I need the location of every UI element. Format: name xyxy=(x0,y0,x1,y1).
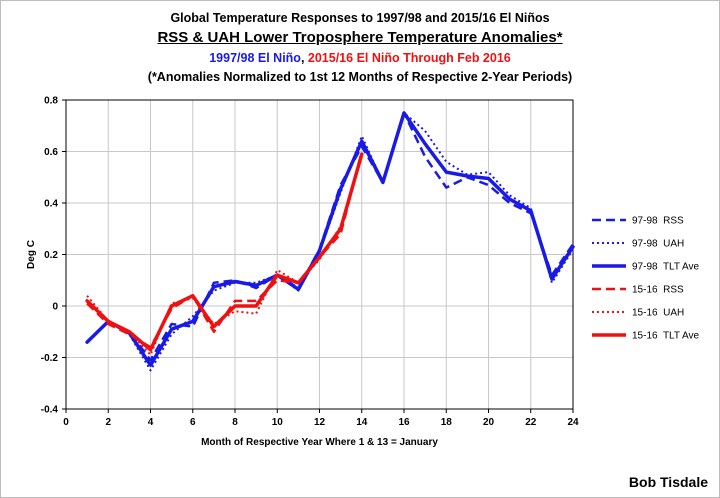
chart-footnote: (*Anomalies Normalized to 1st 12 Months … xyxy=(147,70,573,84)
y-tick-label: -0.4 xyxy=(41,405,59,416)
x-tick-label: 16 xyxy=(398,417,410,428)
legend: 97-98 RSS 97-98 UAH 97-98 TLT Ave 15-16 RSS… xyxy=(592,216,700,342)
y-tick-label: 0.4 xyxy=(44,199,58,210)
chart-subtitle: 1997/98 El Niño, 2015/16 El Niño Through… xyxy=(0,51,720,65)
x-tick-label: 10 xyxy=(272,417,284,428)
legend-label: 97-98 UAH xyxy=(632,239,684,250)
author-credit: Bob Tisdale xyxy=(628,474,708,490)
x-tick-label: 24 xyxy=(567,417,579,428)
y-tick-label: 0.6 xyxy=(44,147,58,158)
series-lines xyxy=(85,111,575,372)
x-tick-label: 20 xyxy=(483,417,495,428)
legend-label: 15-16 UAH xyxy=(632,308,684,319)
x-tick-label: 4 xyxy=(148,417,154,428)
subtitle-separator: , xyxy=(300,51,308,65)
subtitle-2015-16: 2015/16 El Niño Through Feb 2016 xyxy=(307,51,511,65)
y-tick-label: 0.2 xyxy=(44,250,58,261)
x-tick-label: 22 xyxy=(525,417,537,428)
axis-ticks: -0.4-0.200.20.40.60.80 2 4 6 8 10 12 14 16 18 20 22… xyxy=(41,96,579,429)
chart-title-line2: RSS & UAH Lower Troposphere Temperature … xyxy=(157,29,563,46)
chart-title-line1: Global Temperature Responses to 1997/98 … xyxy=(170,11,550,25)
x-tick-label: 0 xyxy=(63,417,69,428)
y-tick-label: 0.8 xyxy=(44,96,58,107)
legend-label: 97-98 RSS xyxy=(632,216,684,227)
x-tick-label: 6 xyxy=(190,417,196,428)
x-tick-label: 8 xyxy=(232,417,238,428)
y-tick-label: 0 xyxy=(52,302,58,313)
y-tick-label: -0.2 xyxy=(41,353,59,364)
legend-label: 97-98 TLT Ave xyxy=(632,262,700,273)
x-axis-label: Month of Respective Year Where 1 & 13 = … xyxy=(201,437,438,448)
y-axis-label: Deg C xyxy=(26,240,37,269)
subtitle-1997-98: 1997/98 El Niño xyxy=(209,51,301,65)
x-tick-label: 12 xyxy=(314,417,326,428)
series-line-6 xyxy=(85,152,364,352)
series-line-3 xyxy=(85,111,575,367)
x-tick-label: 18 xyxy=(441,417,453,428)
legend-label: 15-16 RSS xyxy=(632,285,684,296)
legend-label: 15-16 TLT Ave xyxy=(632,331,700,342)
series-line-1 xyxy=(86,111,575,362)
x-tick-label: 14 xyxy=(356,417,368,428)
x-tick-label: 2 xyxy=(105,417,111,428)
